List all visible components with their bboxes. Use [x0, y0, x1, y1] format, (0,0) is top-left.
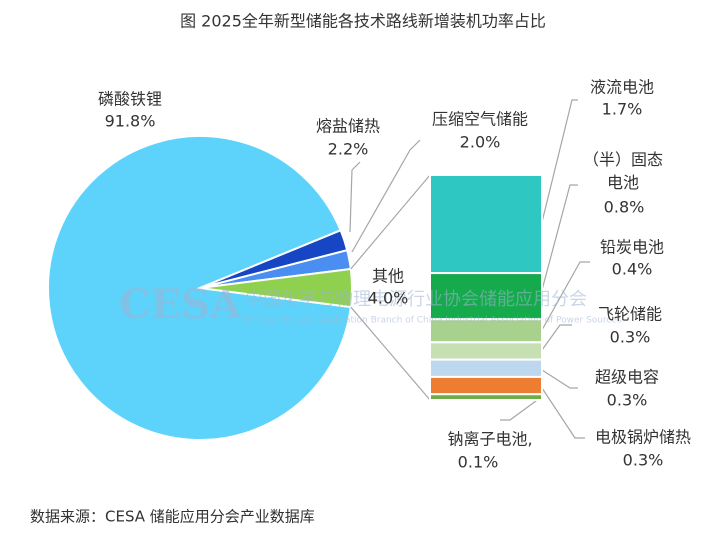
- bar-label: 飞轮储能: [598, 305, 662, 324]
- bar-value-label: 0.8%: [604, 198, 645, 217]
- bar-label: 电极锅炉储热: [595, 428, 691, 447]
- bar-label: 液流电池: [590, 78, 654, 97]
- leader-lines: [349, 99, 590, 439]
- bar-segment: [429, 393, 543, 402]
- slice-label: 压缩空气储能: [432, 110, 528, 129]
- bar-value-label: 0.3%: [607, 391, 648, 410]
- bar-segment: [429, 341, 543, 361]
- slice-value-label: 4.0%: [368, 289, 409, 308]
- bar-value-label: 0.1%: [458, 453, 499, 472]
- bar-label: 铅炭电池: [600, 238, 664, 257]
- watermark-cn: 中国化学与物理电源行业协会储能应用分会: [245, 289, 587, 310]
- slice-label: 磷酸铁锂: [98, 90, 162, 109]
- bar-segment: [429, 174, 543, 275]
- slice-value-label: 2.0%: [460, 133, 501, 152]
- slice-label: 其他: [372, 267, 404, 286]
- bar-label: 超级电容: [595, 368, 659, 387]
- slice-label: 熔盐储热: [316, 117, 380, 136]
- slice-value-label: 2.2%: [328, 140, 369, 159]
- bar-segment: [429, 358, 543, 378]
- watermark-logo: CESA: [119, 281, 242, 328]
- connector-line: [350, 306, 431, 401]
- chart-title: 图 2025全年新型储能各技术路线新增装机功率占比: [180, 12, 546, 31]
- bar-value-label: 1.7%: [602, 100, 643, 119]
- connector-line: [350, 174, 431, 270]
- bar-label-box: （半）固态电池: [582, 150, 663, 192]
- bar-label: （半）固态电池: [582, 150, 663, 192]
- pie-slice: [47, 135, 352, 441]
- slice-value-label: 91.8%: [105, 112, 156, 131]
- bar-segment: [429, 375, 543, 396]
- bar-label: 钠离子电池,: [447, 430, 532, 449]
- bar-value-label: 0.3%: [623, 451, 664, 470]
- bar-value-label: 0.3%: [610, 328, 651, 347]
- watermark-en: Energy Storage Application Branch of Chi…: [245, 316, 622, 326]
- pie-slice: [199, 267, 353, 309]
- bar-value-label: 0.4%: [612, 260, 653, 279]
- source-note: 数据来源：CESA 储能应用分会产业数据库: [30, 508, 315, 526]
